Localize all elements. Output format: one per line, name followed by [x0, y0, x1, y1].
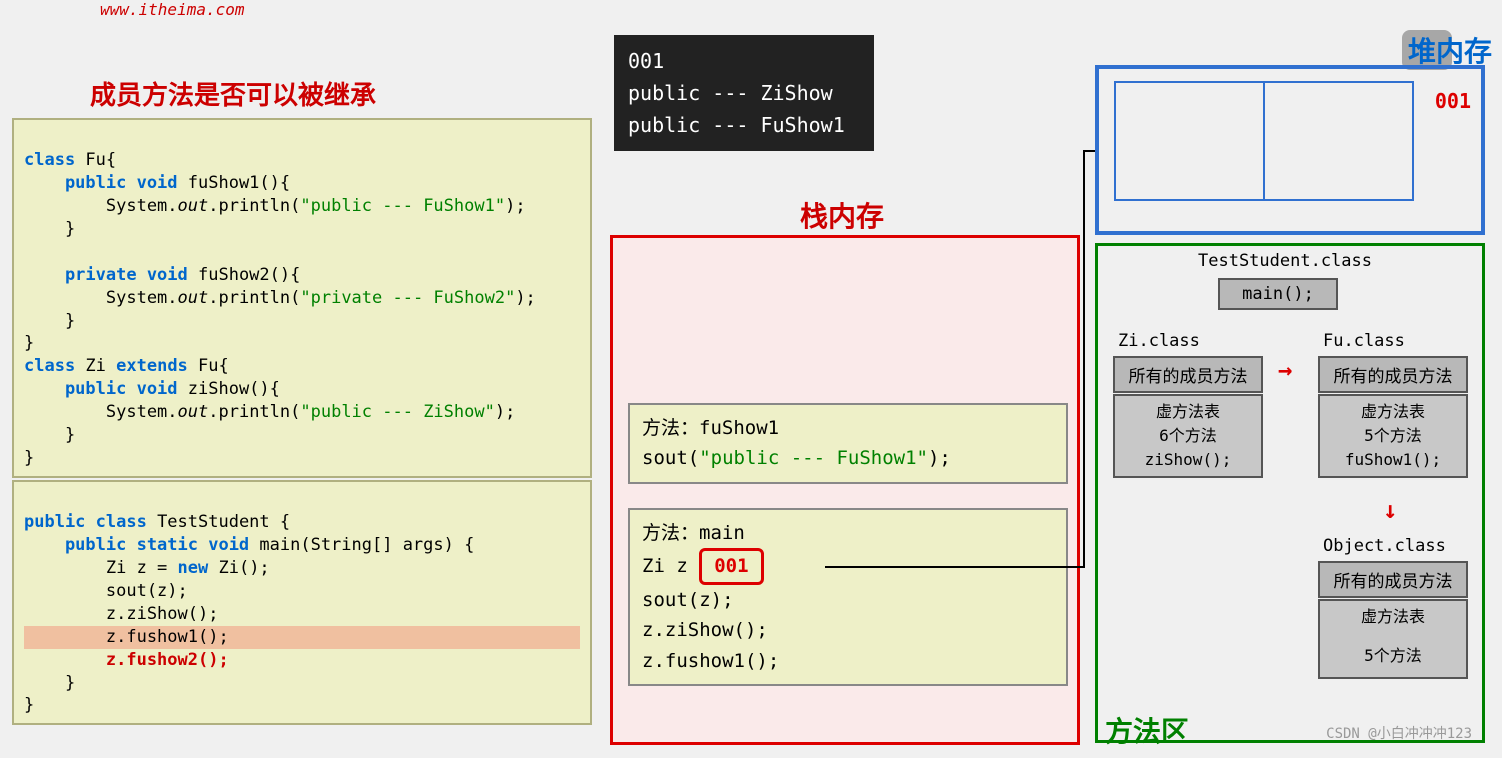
stack-title: 栈内存 [800, 195, 884, 235]
code-block-fu-zi: class Fu{ public void fuShow1(){ System.… [12, 118, 592, 478]
code-block-test: public class TestStudent { public static… [12, 480, 592, 725]
main-method-box: main(); [1218, 278, 1338, 310]
object-class-label: Object.class [1323, 536, 1446, 556]
fu-members: 所有的成员方法 [1318, 356, 1468, 393]
method-area: TestStudent.class main(); Zi.class Fu.cl… [1095, 243, 1485, 743]
arrow-fu-obj: ↓ [1383, 496, 1397, 524]
header-url: www.itheima.com [100, 0, 245, 19]
fu-vtable: 虚方法表 5个方法 fuShow1(); [1318, 394, 1468, 478]
stack-frame-fushow: 方法：fuShow1 sout("public --- FuShow1"); [628, 403, 1068, 484]
obj-members: 所有的成员方法 [1318, 561, 1468, 598]
heap-ref: 001 [699, 548, 763, 584]
arrow-zi-fu: → [1278, 356, 1292, 384]
ref-line-v [1083, 150, 1085, 568]
stack-frame-main: 方法：main Zi z 001 sout(z); z.ziShow(); z.… [628, 508, 1068, 686]
ref-line-h2 [1083, 150, 1095, 152]
stack-memory: 方法：fuShow1 sout("public --- FuShow1"); 方… [610, 235, 1080, 745]
heap-title: 堆内存 [1408, 30, 1492, 70]
ref-line-h [825, 566, 1085, 568]
heap-object [1114, 81, 1414, 201]
watermark: CSDN @小白冲冲冲123 [1326, 723, 1472, 743]
console-output: 001 public --- ZiShow public --- FuShow1 [614, 35, 874, 151]
zi-members: 所有的成员方法 [1113, 356, 1263, 393]
obj-vtable: 虚方法表 5个方法 [1318, 599, 1468, 679]
teststudent-class-label: TestStudent.class [1198, 251, 1372, 271]
heap-memory: 001 [1095, 65, 1485, 235]
zi-vtable: 虚方法表 6个方法 ziShow(); [1113, 394, 1263, 478]
heap-address: 001 [1435, 89, 1471, 113]
zi-class-label: Zi.class [1118, 331, 1200, 351]
section-title: 成员方法是否可以被继承 [90, 75, 376, 112]
fu-class-label: Fu.class [1323, 331, 1405, 351]
